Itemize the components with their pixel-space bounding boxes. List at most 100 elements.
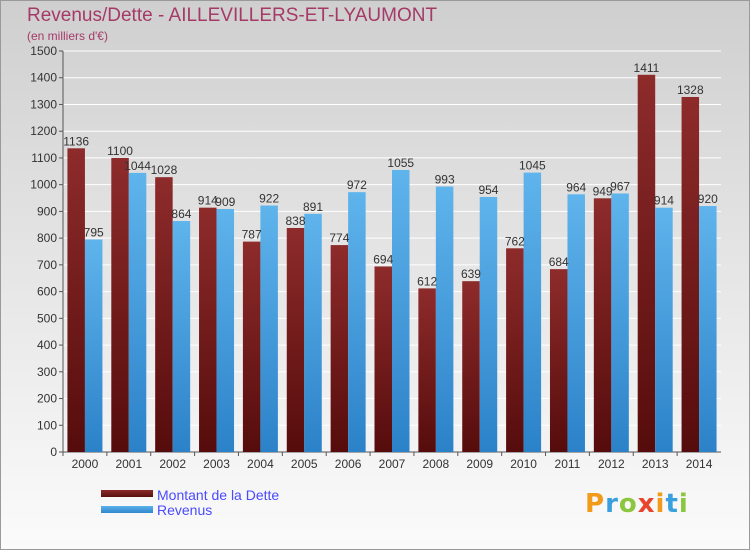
data-label-revenus: 920 bbox=[698, 192, 718, 206]
data-label-dette: 639 bbox=[461, 267, 481, 281]
logo-letter: i bbox=[655, 489, 666, 519]
legend-label-revenus: Revenus bbox=[157, 502, 213, 518]
x-tick-label: 2002 bbox=[159, 457, 186, 471]
data-label-dette: 1411 bbox=[634, 61, 660, 75]
x-tick-label: 2007 bbox=[379, 457, 406, 471]
y-tick-label: 600 bbox=[37, 285, 57, 299]
y-tick-label: 200 bbox=[37, 392, 57, 406]
x-tick-label: 2013 bbox=[642, 457, 669, 471]
x-tick-label: 2005 bbox=[291, 457, 318, 471]
bar-dette bbox=[286, 227, 305, 452]
bar-revenus bbox=[172, 221, 191, 452]
x-tick-label: 2004 bbox=[247, 457, 274, 471]
y-tick-label: 500 bbox=[37, 311, 57, 325]
bar-dette bbox=[374, 266, 392, 452]
data-label-dette: 787 bbox=[242, 228, 262, 242]
bar-revenus bbox=[523, 172, 542, 453]
bar-revenus bbox=[392, 169, 410, 453]
bar-dette bbox=[593, 198, 612, 452]
y-tick-label: 1100 bbox=[31, 151, 57, 165]
bar-revenus bbox=[84, 239, 103, 452]
data-label-dette: 762 bbox=[505, 234, 525, 248]
data-label-revenus: 954 bbox=[478, 183, 498, 197]
x-tick-label: 2010 bbox=[510, 457, 537, 471]
y-tick-label: 700 bbox=[37, 258, 57, 272]
x-tick-label: 2006 bbox=[335, 457, 362, 471]
y-tick-label: 1200 bbox=[30, 124, 57, 138]
bar-dette bbox=[637, 74, 656, 452]
y-tick-label: 1400 bbox=[30, 71, 57, 85]
bar-dette bbox=[462, 281, 480, 452]
x-tick-label: 2008 bbox=[423, 457, 450, 471]
data-label-revenus: 1044 bbox=[124, 159, 151, 173]
bar-revenus bbox=[567, 194, 585, 453]
x-tick-label: 2000 bbox=[72, 457, 99, 471]
data-label-dette: 694 bbox=[373, 252, 393, 266]
bar-revenus bbox=[479, 196, 498, 452]
data-label-revenus: 909 bbox=[215, 195, 235, 209]
bar-dette bbox=[67, 148, 85, 452]
data-label-revenus: 967 bbox=[610, 179, 630, 193]
axes: 0 100 200 300 400 500 600 700 800 900 1000 1100 1200… bbox=[30, 44, 721, 471]
data-label-dette: 838 bbox=[286, 214, 306, 228]
proxiti-logo: Proxiti bbox=[585, 489, 689, 519]
x-tick-label: 2009 bbox=[466, 457, 493, 471]
bar-revenus bbox=[304, 213, 322, 452]
data-label-revenus: 922 bbox=[259, 192, 279, 206]
bars bbox=[67, 74, 717, 453]
x-tick-label: 2012 bbox=[598, 457, 625, 471]
y-tick-label: 900 bbox=[37, 204, 57, 218]
bar-revenus bbox=[216, 208, 235, 452]
data-label-revenus: 993 bbox=[435, 173, 455, 187]
logo-letter: r bbox=[605, 489, 619, 519]
data-label-revenus: 864 bbox=[171, 207, 191, 221]
bar-dette bbox=[111, 157, 129, 452]
data-label-revenus: 914 bbox=[654, 194, 674, 208]
y-tick-label: 100 bbox=[37, 418, 57, 432]
bar-revenus bbox=[435, 186, 454, 452]
chart-title: Revenus/Dette - AILLEVILLERS-ET-LYAUMONT bbox=[27, 5, 438, 26]
bar-dette bbox=[549, 269, 568, 452]
y-tick-label: 1000 bbox=[30, 178, 57, 192]
y-tick-label: 1300 bbox=[30, 97, 57, 111]
chart-subtitle: (en milliers d'€) bbox=[27, 29, 108, 43]
data-label-dette: 914 bbox=[198, 194, 218, 208]
logo-letter: P bbox=[585, 489, 606, 519]
bar-revenus bbox=[611, 193, 629, 453]
x-tick-label: 2001 bbox=[115, 457, 142, 471]
y-tick-label: 800 bbox=[37, 231, 57, 245]
data-label-dette: 949 bbox=[593, 184, 613, 198]
bar-revenus bbox=[655, 207, 673, 452]
logo-letter: o bbox=[618, 489, 638, 519]
data-label-revenus: 1045 bbox=[519, 159, 546, 173]
y-tick-label: 400 bbox=[37, 338, 57, 352]
bar-revenus bbox=[699, 206, 717, 452]
bar-dette bbox=[199, 207, 217, 452]
bar-revenus bbox=[348, 192, 366, 453]
y-tick-label: 1500 bbox=[30, 44, 57, 58]
y-tick-label: 0 bbox=[50, 445, 57, 459]
legend-swatch-revenus bbox=[101, 506, 153, 513]
bar-revenus bbox=[128, 172, 147, 453]
data-label-dette: 684 bbox=[549, 255, 569, 269]
data-label-revenus: 795 bbox=[84, 225, 104, 239]
bar-revenus bbox=[260, 205, 278, 452]
data-label-dette: 1028 bbox=[151, 163, 178, 177]
data-label-dette: 612 bbox=[417, 274, 437, 288]
data-label-revenus: 964 bbox=[566, 180, 586, 194]
data-label-revenus: 891 bbox=[303, 200, 323, 214]
bar-dette bbox=[155, 177, 173, 452]
legend-swatch-dette bbox=[101, 490, 153, 497]
bar-dette bbox=[330, 245, 349, 452]
y-tick-label: 300 bbox=[37, 365, 57, 379]
bar-dette bbox=[681, 96, 700, 453]
bar-dette bbox=[418, 288, 436, 452]
data-label-dette: 1136 bbox=[63, 134, 89, 148]
data-label-dette: 1328 bbox=[677, 83, 704, 97]
bar-dette bbox=[506, 248, 524, 452]
x-tick-label: 2014 bbox=[686, 457, 713, 471]
logo-letter: t bbox=[665, 489, 679, 519]
